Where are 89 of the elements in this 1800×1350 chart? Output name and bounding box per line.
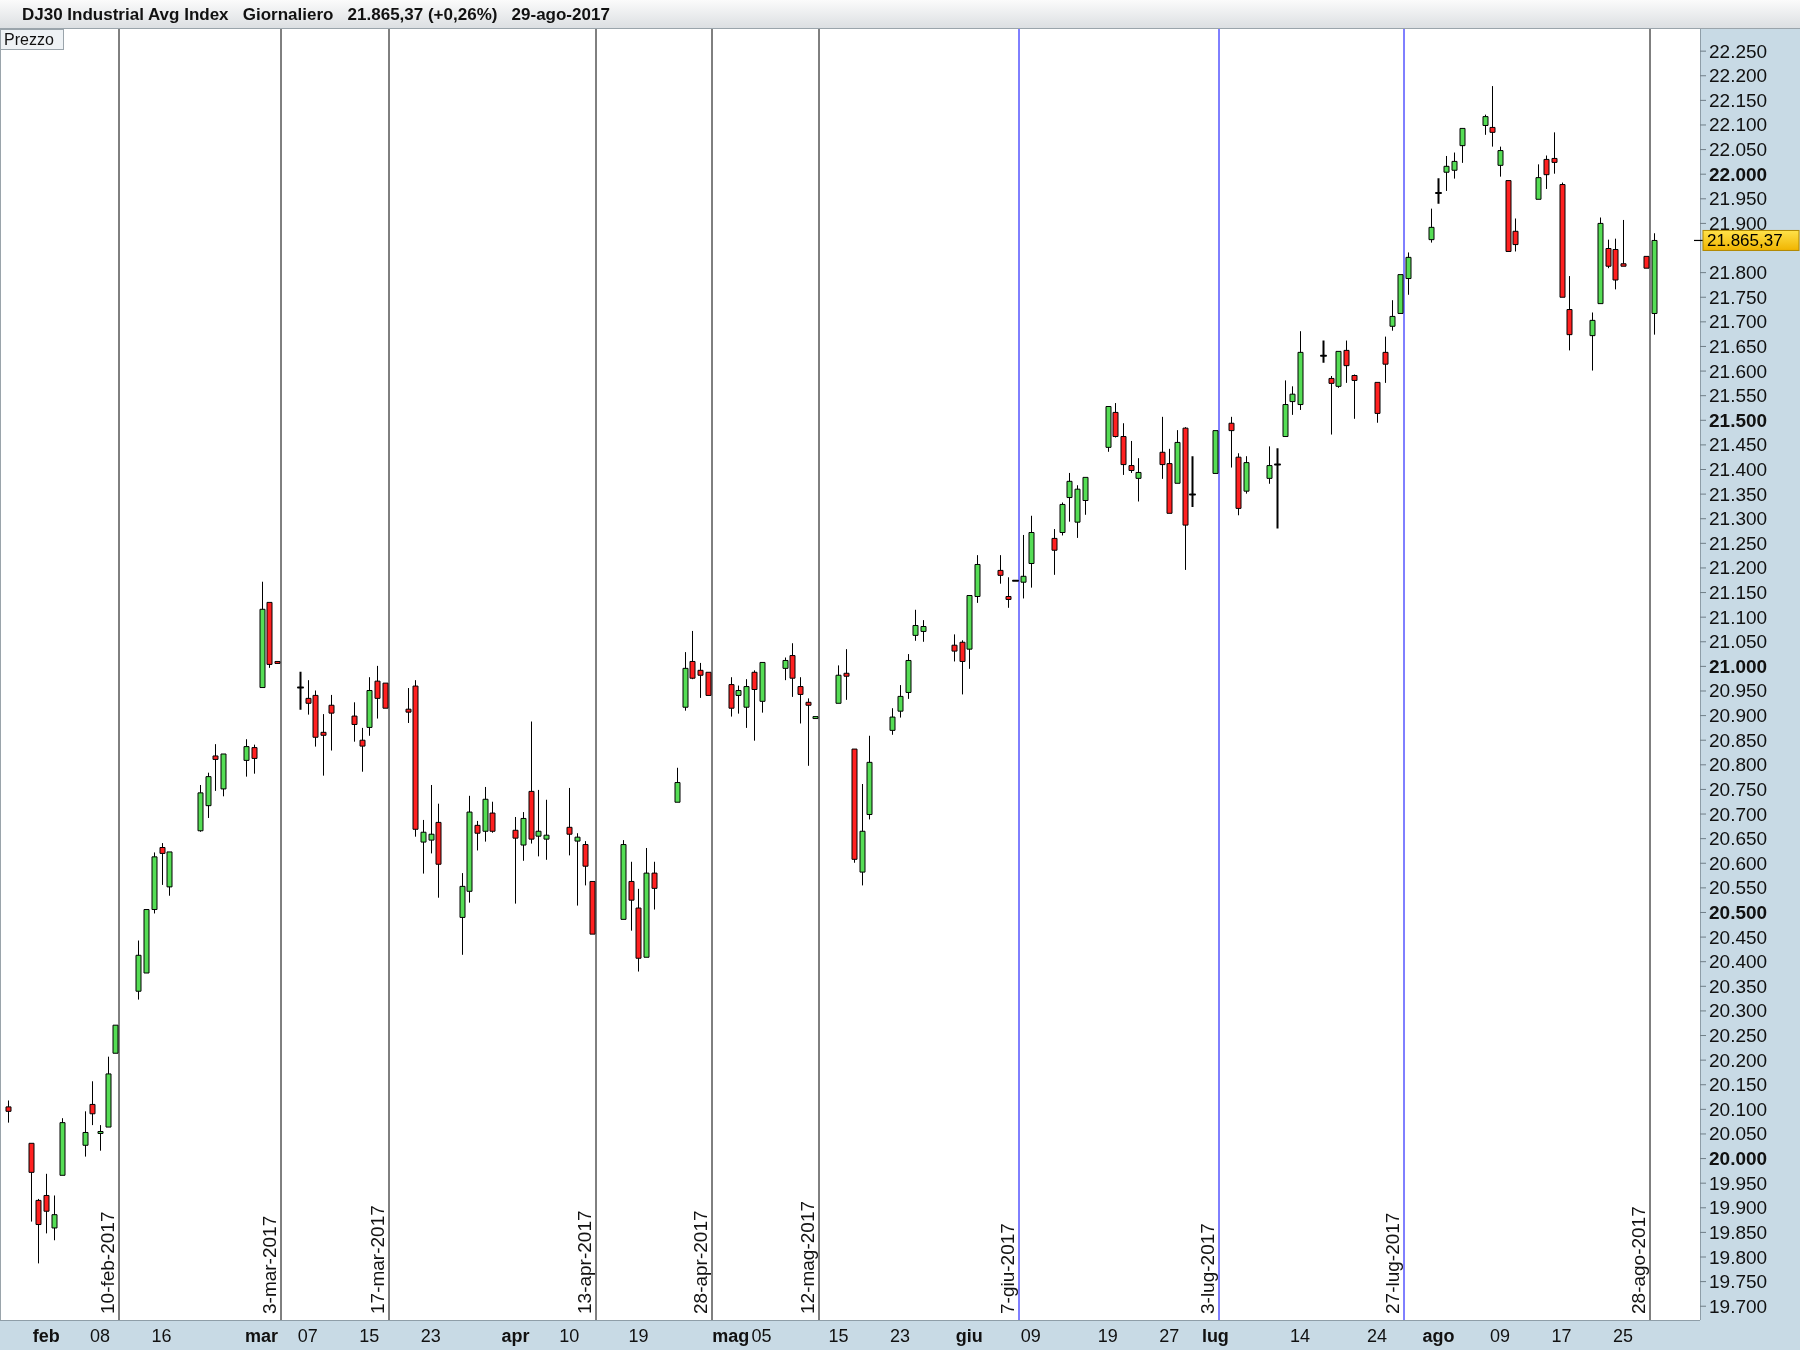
y-tick-label: 21.050 [1709,631,1768,653]
y-tick-label: 20.800 [1709,754,1768,776]
x-tick-label: mag [712,1326,750,1346]
x-tick-label: giu [955,1326,983,1346]
ref-line-label: 28-apr-2017 [690,1210,711,1314]
y-tick-label: 20.750 [1709,778,1768,800]
y-tick-label: 19.900 [1709,1197,1768,1219]
y-tick-label: 19.950 [1709,1172,1768,1194]
x-tick-label: 19 [628,1326,649,1346]
x-tick-label: 15 [828,1326,849,1346]
x-tick-label: 14 [1289,1326,1311,1346]
y-tick-label: 21.100 [1709,606,1768,628]
x-tick-label: feb [32,1326,60,1346]
x-tick-label: lug [1201,1326,1229,1346]
x-tick-label: apr [501,1326,530,1346]
y-tick-label: 21.200 [1709,557,1768,579]
y-tick-label: 20.050 [1709,1123,1768,1145]
y-tick-label: 22.100 [1709,114,1768,136]
x-tick-label: 07 [297,1326,318,1346]
y-tick-label: 20.900 [1709,705,1768,727]
y-tick-label: 21.700 [1709,311,1768,333]
y-tick-label: 19.700 [1709,1295,1768,1317]
ref-line-label: 12-mag-2017 [797,1200,818,1314]
y-tick-label: 19.800 [1709,1246,1768,1268]
y-tick-label: 22.150 [1709,89,1768,111]
ref-line-label: 10-feb-2017 [97,1211,118,1314]
x-tick-label: 05 [751,1326,772,1346]
ref-line-label: 17-mar-2017 [367,1205,388,1314]
y-tick-label: 20.400 [1709,951,1768,973]
ref-line-label: 3-lug-2017 [1197,1223,1218,1314]
ref-line-label: 13-apr-2017 [574,1210,595,1314]
text: 21.865,37 [1707,231,1783,251]
ref-line-label: 3-mar-2017 [259,1215,280,1314]
y-tick-label: 20.200 [1709,1049,1768,1071]
x-tick-label: mar [245,1326,279,1346]
ref-line-label: 7-giu-2017 [997,1223,1018,1314]
x-tick-label: 15 [359,1326,380,1346]
ref-line-label: 28-ago-2017 [1628,1206,1649,1314]
y-tick-label: 20.250 [1709,1025,1768,1047]
x-tick-label: ago [1422,1326,1455,1346]
x-tick-label: 08 [89,1326,111,1346]
y-tick-label: 22.250 [1709,40,1768,62]
y-tick-label: 21.650 [1709,335,1768,357]
x-tick-label: 23 [420,1326,441,1346]
y-tick-label: 20.500 [1709,901,1768,923]
y-tick-label: 21.600 [1709,360,1768,382]
y-tick-label: 20.000 [1709,1148,1768,1170]
y-tick-label: 20.450 [1709,926,1768,948]
y-tick-label: 20.300 [1709,1000,1768,1022]
y-tick-label: 21.300 [1709,508,1768,530]
y-tick-label: 21.250 [1709,532,1768,554]
x-tick-label: 10 [559,1326,580,1346]
y-tick-label: 20.100 [1709,1098,1768,1120]
y-tick-label: 20.350 [1709,975,1768,997]
y-tick-label: 20.600 [1709,852,1768,874]
y-tick-label: 21.900 [1709,212,1768,234]
ref-line-label: 27-lug-2017 [1382,1212,1403,1314]
x-tick-label: 27 [1159,1326,1180,1346]
x-tick-label: 17 [1551,1326,1572,1346]
y-tick-label: 21.150 [1709,582,1768,604]
x-tick-label: 09 [1020,1326,1041,1346]
y-tick-label: 21.550 [1709,385,1768,407]
y-tick-label: 19.850 [1709,1221,1768,1243]
y-tick-label: 21.350 [1709,483,1768,505]
y-tick-label: 21.800 [1709,262,1768,284]
y-tick-label: 21.500 [1709,409,1768,431]
y-tick-label: 21.000 [1709,655,1768,677]
x-tick-label: 09 [1489,1326,1511,1346]
x-tick-label: 16 [151,1326,172,1346]
y-tick-label: 21.400 [1709,459,1768,481]
x-tick-label: 25 [1613,1326,1634,1346]
y-tick-label: 20.950 [1709,680,1768,702]
y-tick-label: 22.050 [1709,139,1768,161]
x-tick-label: 19 [1097,1326,1118,1346]
y-tick-label: 20.700 [1709,803,1768,825]
y-tick-label: 21.750 [1709,286,1768,308]
y-tick-label: 22.000 [1709,163,1768,185]
y-axis-title: Prezzo [4,31,54,48]
y-tick-label: 20.850 [1709,729,1768,751]
y-tick-label: 21.950 [1709,188,1768,210]
y-tick-label: 19.750 [1709,1271,1768,1293]
x-tick-label: 23 [889,1326,911,1346]
chart-title: DJ30 Industrial Avg Index Giornaliero 21.865,37 (+0,26%) 29-ago-2017 [22,5,610,24]
y-tick-label: 21.450 [1709,434,1768,456]
y-tick-label: 22.200 [1709,65,1768,87]
y-tick-label: 20.650 [1709,828,1768,850]
y-tick-label: 20.150 [1709,1074,1768,1096]
y-tick-label: 20.550 [1709,877,1768,899]
x-tick-label: 24 [1366,1326,1387,1346]
